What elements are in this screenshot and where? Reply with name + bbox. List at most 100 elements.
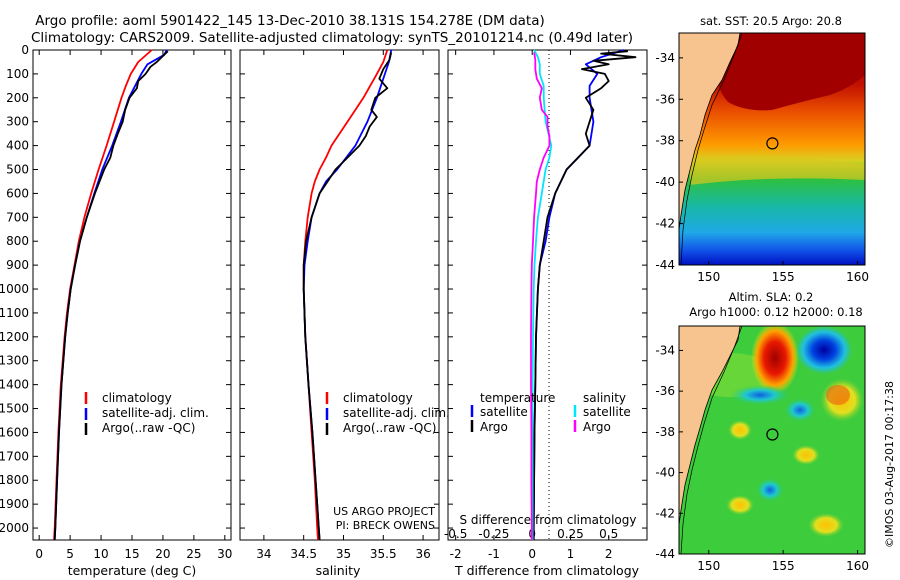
series-line-satellite-adj-clim-: [302, 49, 393, 541]
sla-map-title: Altim. SLA: 0.2: [729, 290, 814, 304]
y-tick-label: 900: [6, 258, 29, 272]
map-x-tick-label: 160: [846, 270, 869, 284]
temperature-x-axis: 0 5 10 15 20 25 30: [33, 49, 232, 561]
x-tick-label: 2: [605, 547, 613, 561]
map-y-tick-label: -34: [655, 343, 675, 357]
y-tick-label: 0: [21, 43, 29, 57]
depth-axis: 0 100 200 300 400 500 600 700 800 900 1000 1100 1200…: [0, 43, 29, 535]
y-tick-label: 100: [6, 67, 29, 81]
salinity-x-axis: 34 34.5 35 35.5 36: [240, 49, 439, 561]
sst-map-frame: [678, 32, 866, 266]
map-y-tick-label: -38: [655, 134, 675, 148]
s-tick-label: -0.5: [444, 527, 467, 541]
y-tick-label: 700: [6, 210, 29, 224]
map-y-tick-label: -38: [655, 425, 675, 439]
temperature-axes-frame: [32, 49, 232, 541]
temperature-panel: 0100200300400500600700800900100011001200…: [0, 43, 232, 578]
legend-climatology-label: climatology: [102, 391, 172, 405]
map-x-tick-label: 150: [697, 270, 720, 284]
project-annotation: US ARGO PROJECT: [333, 505, 435, 518]
map-y-tick-label: -40: [655, 466, 675, 480]
temperature-legend: climatology satellite-adj. clim. Argo(..…: [84, 391, 209, 435]
temperature-lines: [53, 49, 169, 541]
legend-t-satellite-label: satellite: [480, 405, 528, 419]
sla-map-axes: 150 155 160 -34 -36 -38 -40 -42 -44: [655, 343, 869, 573]
map-x-tick-label: 155: [772, 559, 795, 573]
legend-satellite-label: satellite-adj. clim.: [343, 406, 450, 420]
x-tick-label: 35.5: [370, 547, 397, 561]
series-line-argo-raw-qc-: [53, 50, 169, 541]
map-y-tick-label: -34: [655, 51, 675, 65]
legend-s-satellite-label: satellite: [583, 405, 631, 419]
map-y-tick-label: -42: [655, 506, 675, 520]
y-tick-label: 2000: [0, 521, 29, 535]
legend-climatology-label: climatology: [343, 391, 413, 405]
sst-map-title: sat. SST: 20.5 Argo: 20.8: [700, 14, 842, 28]
y-tick-label: 1900: [0, 497, 29, 511]
y-tick-label: 1700: [0, 449, 29, 463]
y-tick-label: 800: [6, 234, 29, 248]
series-line-argo-raw-qc-: [302, 52, 393, 541]
imos-credit: ©IMOS 03-Aug-2017 00:17:38: [883, 381, 896, 548]
y-tick-label: 1600: [0, 425, 29, 439]
sla-map-image: [679, 326, 865, 554]
series-line-s-argo: [530, 52, 551, 540]
s-tick-label: 0.25: [557, 527, 584, 541]
legend-t-argo-label: Argo: [480, 420, 508, 434]
sst-map-image: [679, 33, 865, 265]
y-tick-label: 600: [6, 186, 29, 200]
legend-s-argo-label: Argo: [583, 420, 611, 434]
x-tick-label: 10: [93, 547, 108, 561]
sst-map-panel: sat. SST: 20.5 Argo: 20.8 150 155 160 -34 -3…: [655, 14, 869, 284]
y-tick-label: 1500: [0, 402, 29, 416]
difference-panel: -2 -1 0 1 2 -0.5 -0.25 0 0.25 0.5 T difference f…: [444, 49, 648, 578]
y-tick-label: 400: [6, 139, 29, 153]
legend-temperature-title: temperature: [480, 391, 555, 405]
map-y-tick-label: -36: [655, 384, 675, 398]
series-line-t-argo: [532, 50, 637, 540]
sla-profile-marker: [766, 428, 779, 441]
legend-argo-label: Argo(..raw -QC): [102, 421, 195, 435]
difference-legend: temperature salinity satellite Argo sate…: [470, 391, 631, 434]
x-tick-label: 25: [186, 547, 201, 561]
difference-axes-frame: [447, 49, 648, 541]
x-tick-label: -2: [450, 547, 462, 561]
s-difference-label: S difference from climatology: [460, 513, 637, 527]
map-y-tick-label: -36: [655, 92, 675, 106]
x-tick-label: 20: [155, 547, 170, 561]
y-tick-label: 1000: [0, 282, 29, 296]
salinity-lines: [302, 49, 393, 541]
x-tick-label: 34.5: [290, 547, 317, 561]
t-difference-x-axis: -2 -1 0 1 2: [448, 49, 647, 561]
header-line-2: Climatology: CARS2009. Satellite-adjuste…: [31, 30, 633, 46]
series-line-s-satellite: [531, 49, 553, 540]
salinity-panel: 34 34.5 35 35.5 36 salinity climatology sate…: [239, 49, 450, 578]
header-line-1: Argo profile: aoml 5901422_145 13-Dec-20…: [35, 13, 545, 29]
y-tick-label: 1300: [0, 354, 29, 368]
sla-map-subtitle: Argo h1000: 0.12 h2000: 0.18: [689, 305, 862, 319]
x-tick-label: -1: [488, 547, 500, 561]
legend-argo-label: Argo(..raw -QC): [343, 421, 436, 435]
series-line-climatology: [302, 49, 389, 541]
map-y-tick-label: -44: [655, 547, 675, 561]
x-tick-label: 36: [415, 547, 430, 561]
y-tick-label: 500: [6, 163, 29, 177]
map-x-tick-label: 150: [697, 559, 720, 573]
y-tick-label: 200: [6, 91, 29, 105]
legend-satellite-label: satellite-adj. clim.: [102, 406, 209, 420]
sst-profile-marker: [766, 137, 779, 150]
temperature-xlabel: temperature (deg C): [68, 563, 197, 578]
map-x-tick-label: 160: [846, 559, 869, 573]
sla-map-panel: Altim. SLA: 0.2 Argo h1000: 0.12 h2000: …: [655, 290, 869, 573]
difference-lines: [530, 49, 637, 540]
x-tick-label: 1: [567, 547, 575, 561]
salinity-axes-frame: [239, 49, 440, 541]
s-tick-label: -0.25: [478, 527, 509, 541]
x-tick-label: 35: [336, 547, 351, 561]
y-tick-label: 1200: [0, 330, 29, 344]
y-tick-label: 1800: [0, 473, 29, 487]
x-tick-label: 34: [256, 547, 271, 561]
y-tick-label: 1400: [0, 378, 29, 392]
y-tick-label: 1100: [0, 306, 29, 320]
